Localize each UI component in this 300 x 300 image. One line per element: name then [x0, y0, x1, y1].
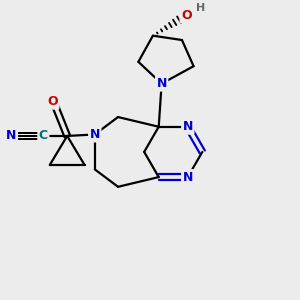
Text: N: N [6, 129, 16, 142]
Text: O: O [181, 9, 192, 22]
Text: N: N [90, 128, 100, 141]
Text: N: N [183, 120, 193, 133]
Text: H: H [196, 3, 206, 13]
Text: C: C [39, 129, 48, 142]
Text: N: N [156, 77, 167, 90]
Text: N: N [183, 171, 193, 184]
Text: O: O [47, 95, 58, 108]
